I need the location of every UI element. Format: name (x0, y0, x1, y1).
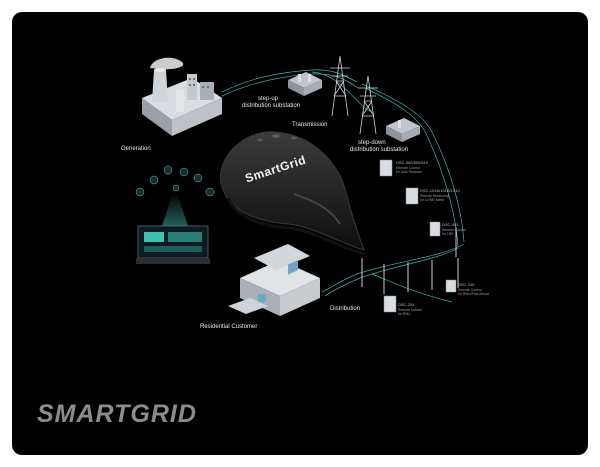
residential-house (228, 244, 320, 316)
device-sub-dsc-101-1: Remote Monitoring (420, 194, 449, 198)
generation-label: Generation (121, 146, 151, 152)
stepup-label-line1: step-up (258, 96, 279, 102)
device-sub-dsc-204-2: for RMU (398, 312, 411, 316)
smartgrid-hub (219, 131, 365, 256)
transmission-label: Transmission (292, 122, 328, 128)
caption-title: SMARTGRID (37, 400, 197, 428)
device-sub-dsc-500-1: Remote Control (396, 166, 420, 170)
device-label-dsc-315: DSC-315 (458, 282, 475, 287)
device-label-dsc-204: DSC-204 (398, 302, 415, 307)
smartgrid-illustration (135, 55, 465, 316)
control-room (135, 165, 215, 264)
stepup-substation (288, 72, 322, 96)
generation-plant (142, 57, 222, 136)
device-sub-dsc-315-2: for RMU/Pole-Mount (458, 292, 489, 296)
device-sub-dsc-402-2: for LBS (442, 232, 454, 236)
stepdown-substation (386, 118, 420, 142)
device-sub-dsc-402-1: Remote Control (442, 228, 466, 232)
stepdown-label-line1: step-down (358, 140, 386, 146)
stepup-label-line2: distribution substation (242, 103, 301, 109)
stepdown-label-line2: distribution substation (350, 147, 409, 153)
diagram-card: SmartGrid Generation step-up distributio… (12, 12, 588, 455)
transmission-towers (330, 55, 378, 135)
device-sub-dsc-204-1: Remote Control (398, 308, 422, 312)
device-sub-dsc-315-1: Remote Control (458, 288, 482, 292)
device-label-dsc-402: DSC-402 (442, 222, 459, 227)
device-sub-dsc-500-2: for Auto Recloser (396, 170, 423, 174)
device-sub-dsc-101-2: for LV/MV Meter (420, 198, 445, 202)
device-label-dsc-500: DSC-500/600/610 (396, 160, 429, 165)
distribution-poles (361, 227, 459, 294)
device-boxes (379, 159, 457, 313)
device-label-dsc-101: DSC-101A/101B/101C (420, 188, 461, 193)
distribution-label: Distribution (330, 306, 361, 312)
residential-label: Residential Customer (200, 324, 258, 330)
